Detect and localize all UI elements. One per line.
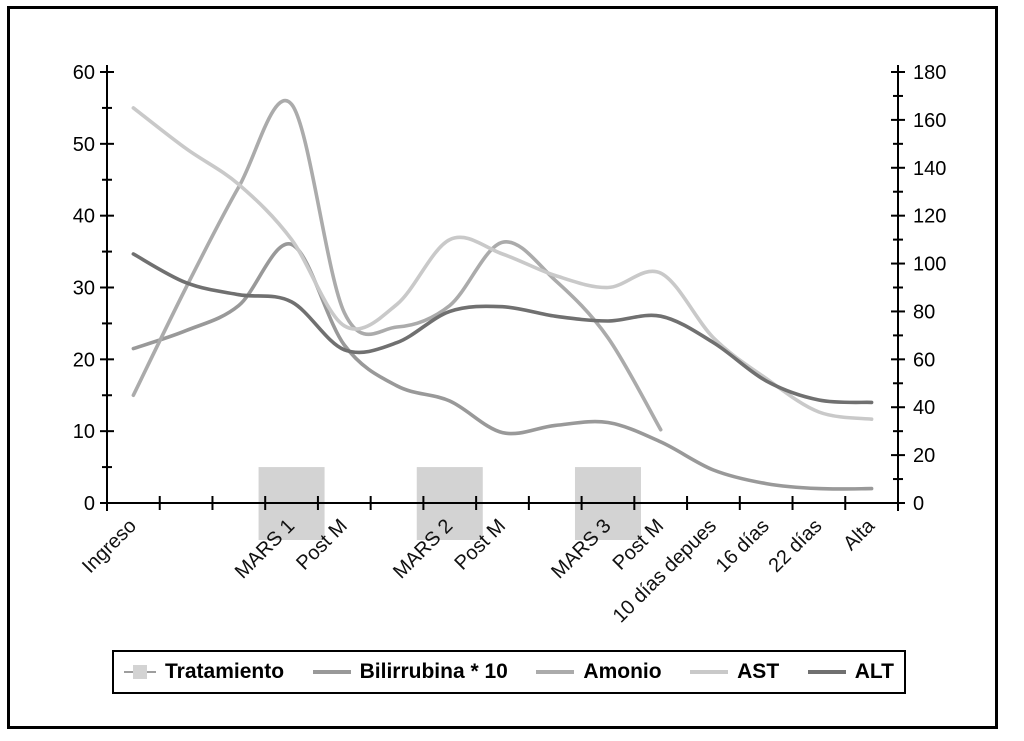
right-axis-tick-label: 0 bbox=[913, 493, 924, 515]
line-swatch-icon bbox=[312, 670, 351, 674]
legend-item-ast: AST bbox=[690, 660, 779, 684]
x-axis-category-label: Ingreso bbox=[78, 515, 141, 578]
left-axis-tick-label: 60 bbox=[73, 62, 95, 84]
right-axis-tick-label: 160 bbox=[913, 110, 946, 132]
right-axis-tick-label: 100 bbox=[913, 254, 946, 276]
left-axis-tick-label: 0 bbox=[84, 493, 95, 515]
right-axis-tick-label: 80 bbox=[913, 301, 935, 323]
legend-label-tratamiento: Tratamiento bbox=[165, 660, 285, 683]
right-axis-tick-label: 60 bbox=[913, 349, 935, 371]
x-axis-category-label: Alta bbox=[839, 514, 880, 555]
x-axis-category-label: 16 días bbox=[712, 515, 774, 577]
series-line-bilirrubina-10 bbox=[131, 242, 874, 491]
line-swatch-icon bbox=[690, 670, 729, 674]
legend-label-alt: ALT bbox=[854, 660, 894, 683]
left-axis-tick-label: 10 bbox=[73, 421, 95, 443]
line-swatch-icon bbox=[807, 670, 846, 674]
right-axis-tick-label: 40 bbox=[913, 397, 935, 419]
line-swatch-icon bbox=[536, 670, 575, 674]
left-axis-tick-label: 50 bbox=[73, 134, 95, 156]
legend-label-amonio: Amonio bbox=[583, 660, 662, 683]
series-line-alt bbox=[131, 252, 874, 405]
right-axis-tick-label: 20 bbox=[913, 445, 935, 467]
x-axis-category-label: 22 días bbox=[764, 515, 826, 577]
legend: Tratamiento Bilirrubina * 10 Amonio AST … bbox=[112, 650, 906, 694]
left-axis-tick-label: 30 bbox=[73, 278, 95, 300]
left-axis-tick-label: 40 bbox=[73, 206, 95, 228]
left-axis-tick-label: 20 bbox=[73, 349, 95, 371]
right-axis-tick-label: 180 bbox=[913, 62, 946, 84]
legend-item-amonio: Amonio bbox=[536, 660, 662, 684]
series-line-ast bbox=[131, 106, 874, 421]
legend-item-tratamiento: Tratamiento bbox=[124, 660, 284, 684]
legend-label-ast: AST bbox=[737, 660, 780, 683]
series-line-amonio bbox=[131, 99, 663, 432]
right-axis-tick-label: 120 bbox=[913, 206, 946, 228]
right-axis-tick-label: 140 bbox=[913, 158, 946, 180]
chart-frame bbox=[7, 6, 998, 729]
legend-label-bilirrubina: Bilirrubina * 10 bbox=[359, 660, 508, 683]
legend-item-bilirrubina: Bilirrubina * 10 bbox=[312, 660, 508, 684]
legend-item-alt: ALT bbox=[807, 660, 894, 684]
treatment-bar-swatch-icon bbox=[124, 664, 156, 680]
